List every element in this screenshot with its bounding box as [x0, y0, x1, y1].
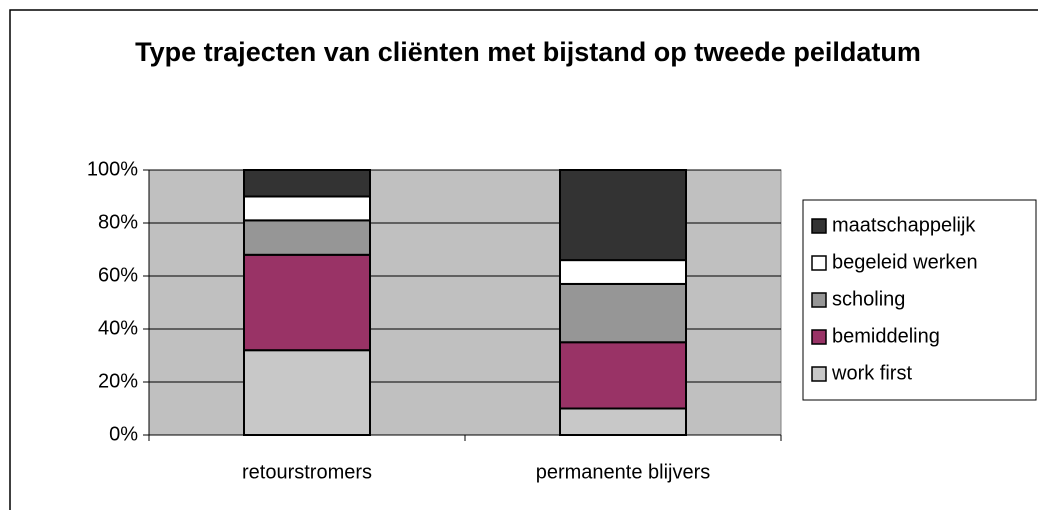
bar-segment	[243, 349, 371, 437]
legend-label: begeleid werken	[832, 251, 978, 273]
bar-segment	[243, 253, 371, 352]
y-tick-label: 60%	[98, 264, 138, 286]
legend-swatch	[811, 218, 827, 234]
y-tick-label: 20%	[98, 370, 138, 392]
bar-segment	[559, 341, 687, 410]
legend-label: scholing	[832, 288, 905, 310]
bar-segment	[243, 169, 371, 198]
bar-segment	[559, 407, 687, 436]
legend-label: maatschappelijk	[832, 214, 976, 236]
bar-segment	[243, 219, 371, 256]
y-tick-label: 100%	[87, 158, 138, 180]
legend-swatch	[811, 292, 827, 308]
y-tick-label: 0%	[109, 423, 138, 445]
x-tick-label: retourstromers	[242, 461, 372, 483]
y-tick-label: 80%	[98, 211, 138, 233]
legend-box	[802, 199, 1037, 401]
bar-segment	[559, 282, 687, 344]
y-tick-label: 40%	[98, 317, 138, 339]
legend-swatch	[811, 366, 827, 382]
legend-swatch	[811, 329, 827, 345]
legend-swatch	[811, 255, 827, 271]
x-tick-label: permanente blijvers	[536, 461, 711, 483]
legend-label: bemiddeling	[832, 325, 940, 347]
bar-segment	[559, 169, 687, 262]
bar-segment	[243, 195, 371, 222]
bar-segment	[559, 259, 687, 285]
chart-title: Type trajecten van cliënten met bijstand…	[135, 37, 921, 67]
legend-label: work first	[831, 362, 912, 384]
